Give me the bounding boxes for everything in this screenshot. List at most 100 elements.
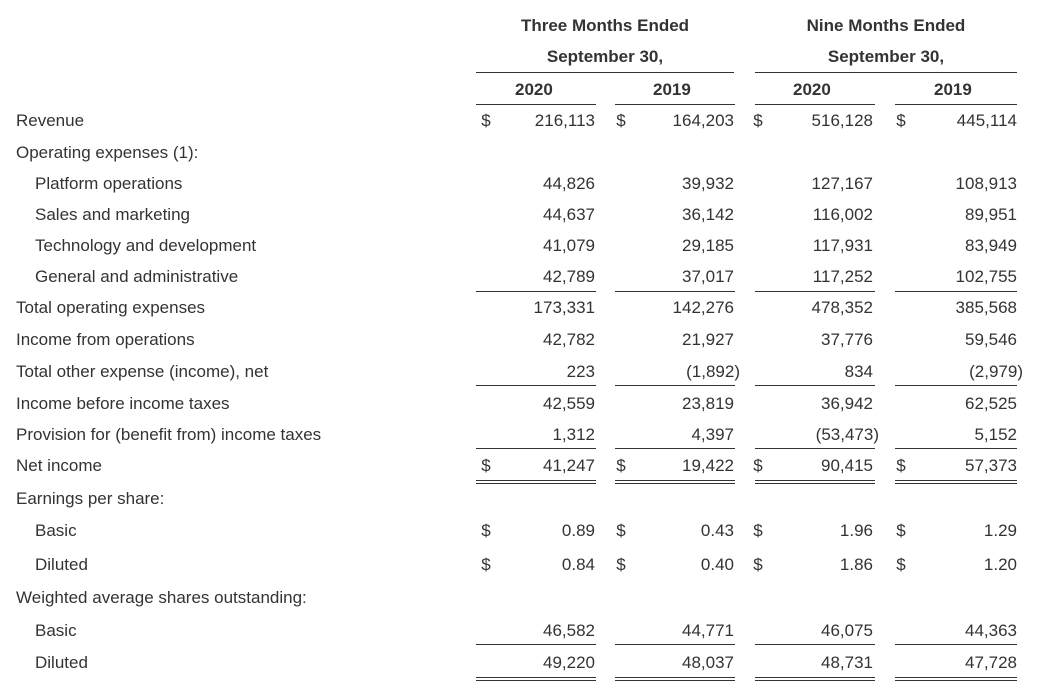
- value-cell: 0.40: [700, 555, 734, 574]
- year-header-col2: 2019: [653, 80, 691, 99]
- value-cell: 59,546: [965, 330, 1017, 349]
- value-cell: 0.43: [700, 521, 734, 540]
- total-underline: [615, 385, 735, 386]
- currency-symbol: $: [753, 521, 763, 540]
- value-cell: 62,525: [965, 394, 1017, 413]
- value-cell: 90,415: [821, 456, 873, 475]
- value-cell: 102,755: [955, 267, 1017, 286]
- value-cell: 36,142: [682, 205, 734, 224]
- value-cell: 48,037: [682, 653, 734, 672]
- value-cell: 37,776: [821, 330, 873, 349]
- row-label: Provision for (benefit from) income taxe…: [16, 425, 322, 444]
- value-cell: 41,079: [543, 236, 595, 255]
- value-cell: 117,252: [812, 267, 873, 286]
- year-rule-col2: [615, 104, 735, 105]
- currency-symbol: $: [896, 456, 906, 475]
- currency-symbol: $: [896, 555, 906, 574]
- row-label: Income before income taxes: [16, 394, 230, 413]
- value-cell: 89,951: [965, 205, 1017, 224]
- three-months-header-rule: [476, 72, 734, 73]
- three-months-header-line1: Three Months Ended: [520, 16, 690, 35]
- value-cell: 42,782: [543, 330, 595, 349]
- total-underline: [895, 448, 1017, 449]
- value-cell: 216,113: [534, 111, 595, 130]
- total-underline: [476, 385, 596, 386]
- value-cell: 142,276: [672, 298, 734, 317]
- value-cell: 1.20: [983, 555, 1017, 574]
- value-cell: 42,559: [543, 394, 595, 413]
- total-underline: [476, 448, 596, 449]
- total-underline: [755, 644, 875, 645]
- value-cell: 83,949: [965, 236, 1017, 255]
- currency-symbol: $: [481, 555, 491, 574]
- row-label: Platform operations: [35, 174, 183, 193]
- total-underline: [615, 291, 735, 292]
- value-cell: (53,473): [815, 425, 879, 444]
- row-label: Weighted average shares outstanding:: [16, 588, 307, 607]
- year-header-col4: 2019: [934, 80, 972, 99]
- nine-months-header-line2: September 30,: [827, 47, 945, 66]
- total-underline: [755, 291, 875, 292]
- value-cell: 44,771: [682, 621, 734, 640]
- currency-symbol: $: [896, 111, 906, 130]
- total-underline: [895, 644, 1017, 645]
- double-underline: [615, 480, 735, 484]
- value-cell: 44,826: [543, 174, 595, 193]
- row-label: Net income: [16, 456, 102, 475]
- double-underline: [615, 677, 735, 681]
- value-cell: 48,731: [821, 653, 873, 672]
- value-cell: 49,220: [543, 653, 595, 672]
- currency-symbol: $: [616, 456, 626, 475]
- currency-symbol: $: [753, 555, 763, 574]
- total-underline: [755, 385, 875, 386]
- value-cell: 29,185: [682, 236, 734, 255]
- row-label: Total operating expenses: [16, 298, 206, 317]
- value-cell: 23,819: [682, 394, 734, 413]
- value-cell: 164,203: [672, 111, 734, 130]
- year-header-col1: 2020: [515, 80, 553, 99]
- value-cell: 127,167: [811, 174, 873, 193]
- total-underline: [476, 644, 596, 645]
- currency-symbol: $: [481, 456, 491, 475]
- currency-symbol: $: [753, 111, 763, 130]
- value-cell: 1,312: [552, 425, 595, 444]
- value-cell: 39,932: [682, 174, 734, 193]
- row-label: Total other expense (income), net: [16, 362, 269, 381]
- row-label: Technology and development: [35, 236, 257, 255]
- double-underline: [755, 677, 875, 681]
- total-underline: [895, 291, 1017, 292]
- total-underline: [755, 448, 875, 449]
- value-cell: 36,942: [821, 394, 873, 413]
- value-cell: 116,002: [812, 205, 873, 224]
- value-cell: 173,331: [533, 298, 595, 317]
- value-cell: 21,927: [682, 330, 734, 349]
- currency-symbol: $: [753, 456, 763, 475]
- nine-months-header-line1: Nine Months Ended: [806, 16, 966, 35]
- row-label: Operating expenses (1):: [16, 143, 199, 162]
- total-underline: [476, 291, 596, 292]
- value-cell: 834: [844, 362, 873, 381]
- total-underline: [615, 644, 735, 645]
- row-label: Income from operations: [16, 330, 195, 349]
- row-label: Diluted: [35, 653, 88, 672]
- currency-symbol: $: [896, 521, 906, 540]
- value-cell: 1.29: [983, 521, 1017, 540]
- value-cell: (2,979): [969, 362, 1023, 381]
- value-cell: 223: [566, 362, 595, 381]
- value-cell: 108,913: [955, 174, 1017, 193]
- double-underline: [755, 480, 875, 484]
- double-underline: [895, 480, 1017, 484]
- year-header-col3: 2020: [793, 80, 831, 99]
- value-cell: 44,637: [543, 205, 595, 224]
- row-label: Revenue: [16, 111, 85, 130]
- value-cell: 46,075: [821, 621, 873, 640]
- value-cell: 42,789: [543, 267, 595, 286]
- value-cell: (1,892): [686, 362, 740, 381]
- value-cell: 19,422: [682, 456, 734, 475]
- double-underline: [895, 677, 1017, 681]
- row-label: Sales and marketing: [35, 205, 190, 224]
- currency-symbol: $: [616, 111, 626, 130]
- value-cell: 41,247: [543, 456, 595, 475]
- row-label: Diluted: [35, 555, 88, 574]
- year-rule-col3: [755, 104, 875, 105]
